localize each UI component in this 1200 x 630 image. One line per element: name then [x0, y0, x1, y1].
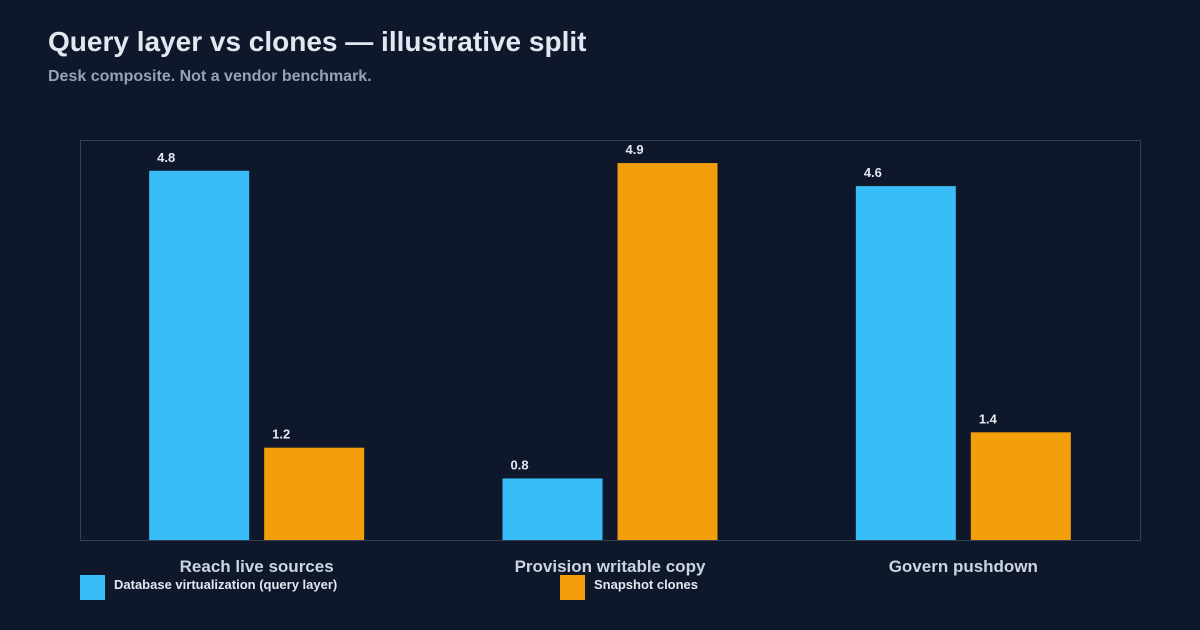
data-label: 4.8	[157, 150, 175, 165]
bar-virtualization-0	[149, 170, 250, 540]
legend-label: Database virtualization (query layer)	[114, 577, 338, 592]
legend: Database virtualization (query layer) Sna…	[0, 575, 1200, 605]
data-label: 4.9	[626, 142, 644, 157]
bar-group	[149, 163, 1071, 541]
plot-area	[80, 140, 1141, 541]
legend-swatch	[80, 575, 105, 600]
bar-clones-2	[970, 432, 1071, 540]
category-label-group: Reach live sources Provision writable cop…	[180, 557, 1038, 576]
bar-clones-0	[264, 447, 365, 540]
chart-title: Query layer vs clones — illustrative spl…	[48, 26, 587, 57]
data-label: 1.4	[979, 411, 998, 426]
legend-swatch	[560, 575, 585, 600]
legend-label: Snapshot clones	[594, 577, 699, 592]
bar-virtualization-2	[855, 186, 956, 540]
category-label: Govern pushdown	[889, 557, 1038, 576]
data-label-group: 4.8 1.2 0.8 4.9 4.6 1.4	[157, 142, 998, 472]
data-label: 4.6	[864, 165, 882, 180]
bar-clones-1	[617, 163, 718, 541]
bar-virtualization-1	[502, 478, 603, 540]
category-label: Reach live sources	[180, 557, 334, 576]
data-label: 1.2	[272, 427, 290, 442]
category-label: Provision writable copy	[515, 557, 706, 576]
chart-subtitle: Desk composite. Not a vendor benchmark.	[48, 68, 372, 85]
data-label: 0.8	[511, 457, 529, 472]
